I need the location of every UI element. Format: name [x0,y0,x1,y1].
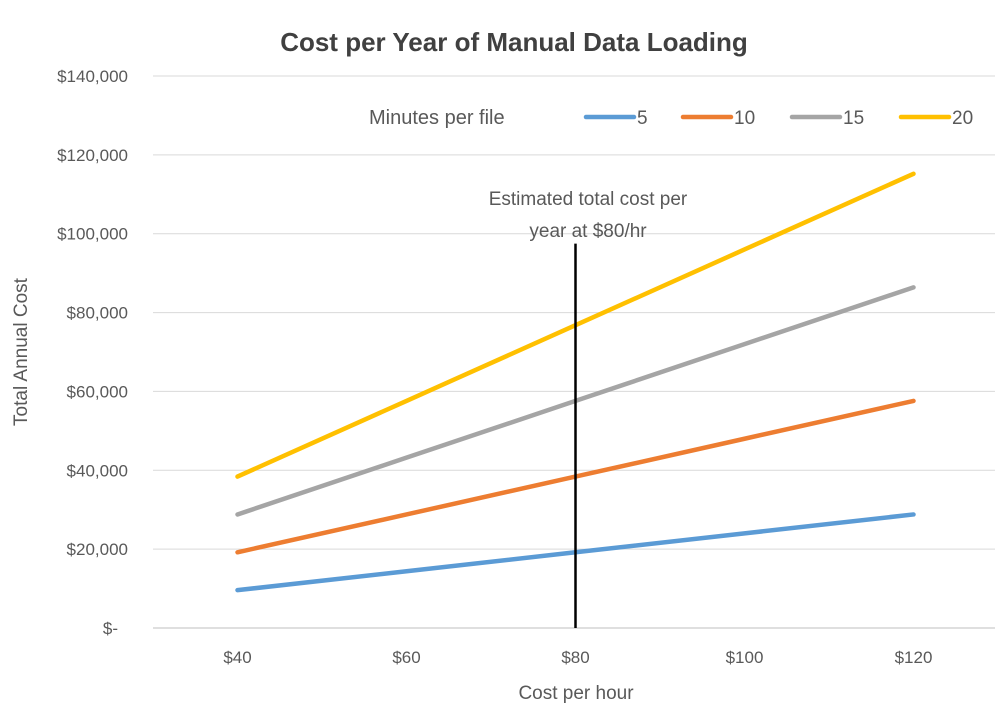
legend-label-5: 5 [637,108,648,129]
x-tick-label: $60 [392,648,420,667]
x-tick-label: $40 [223,648,251,667]
y-axis-ticks: $- $20,000 $40,000 $60,000 $80,000 $100,000 $1… [57,67,128,638]
x-axis-ticks: $40 $60 $80 $100 $120 [223,648,932,667]
legend-label-15: 15 [843,108,864,129]
y-tick-label: $40,000 [67,461,128,480]
annotation-text-line-2: year at $80/hr [529,221,647,242]
x-tick-label: $100 [726,648,764,667]
y-tick-label: $100,000 [57,225,128,244]
x-tick-label: $80 [561,648,589,667]
annotation: Estimated total cost per year at $80/hr [489,189,688,628]
y-tick-label: $120,000 [57,146,128,165]
annotation-text-line-1: Estimated total cost per [489,189,688,210]
chart-title: Cost per Year of Manual Data Loading [280,27,748,57]
y-axis-label: Total Annual Cost [11,277,32,426]
y-tick-label: $60,000 [67,382,128,401]
x-axis-label: Cost per hour [518,683,634,704]
y-tick-label: $80,000 [67,304,128,323]
legend-title: Minutes per file [369,107,505,129]
x-tick-label: $120 [895,648,933,667]
legend-label-20: 20 [952,108,973,129]
y-tick-label: $140,000 [57,67,128,86]
legend: Minutes per file 5 10 15 20 [369,107,973,129]
y-tick-label: $- [103,619,118,638]
legend-label-10: 10 [734,108,755,129]
y-tick-label: $20,000 [67,540,128,559]
